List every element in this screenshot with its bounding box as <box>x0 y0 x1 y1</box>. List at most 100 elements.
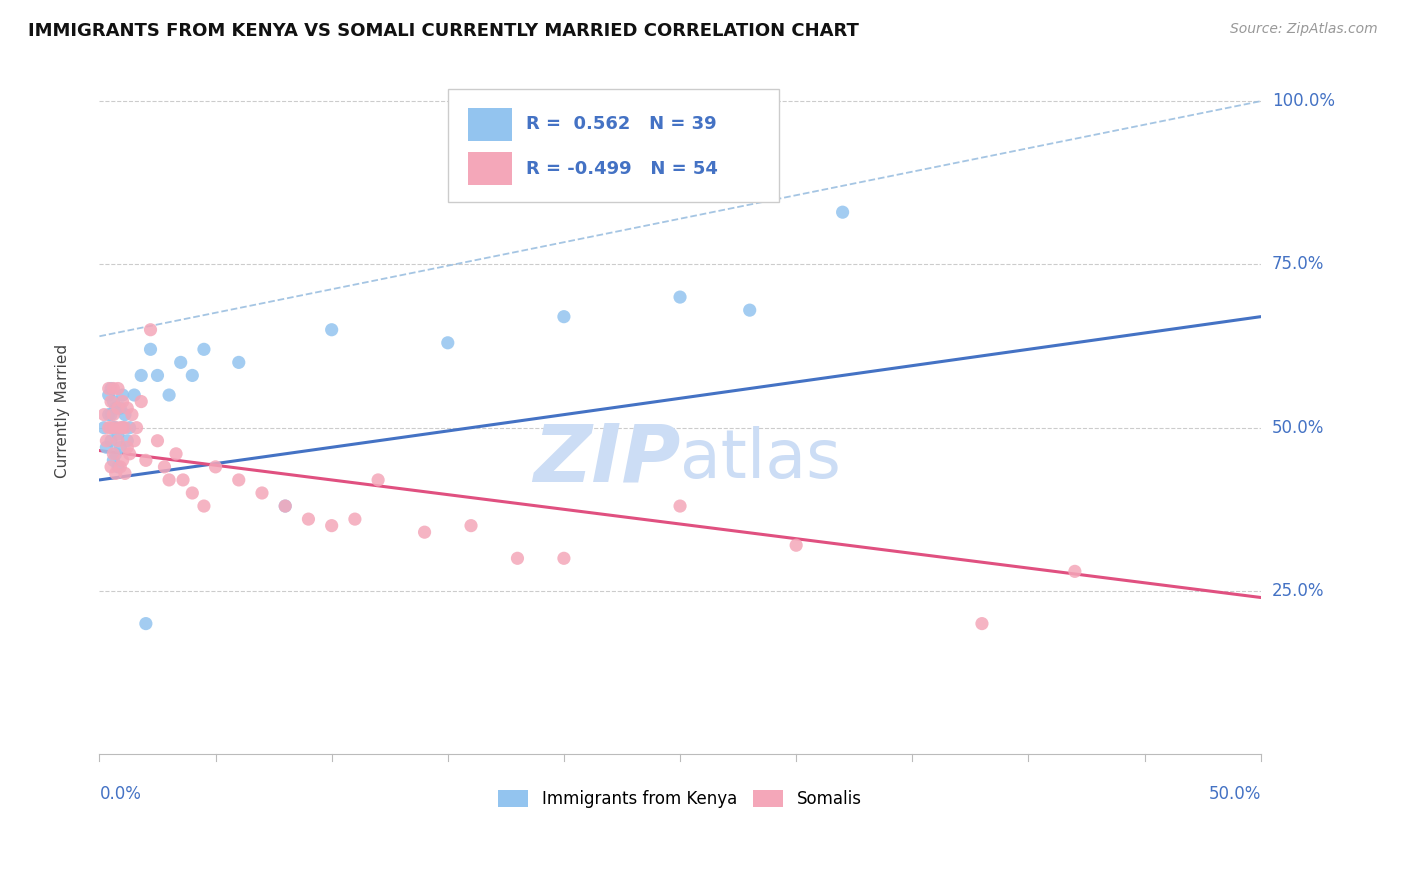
Point <box>274 499 297 513</box>
Point <box>785 538 807 552</box>
Point <box>103 382 125 396</box>
Point <box>100 459 122 474</box>
Point <box>129 368 152 383</box>
Point <box>107 382 129 396</box>
Point <box>165 447 187 461</box>
Point <box>104 401 127 416</box>
Point <box>181 368 204 383</box>
Point <box>111 394 134 409</box>
Point <box>104 420 127 434</box>
Point <box>506 551 529 566</box>
Point <box>100 382 122 396</box>
Point <box>118 447 141 461</box>
Text: atlas: atlas <box>681 426 841 492</box>
Point <box>103 453 125 467</box>
Point <box>104 420 127 434</box>
Point <box>193 499 215 513</box>
Point <box>553 551 575 566</box>
Point <box>117 434 139 448</box>
Text: Currently Married: Currently Married <box>55 344 70 478</box>
Point <box>321 518 343 533</box>
Point <box>114 467 136 481</box>
Point <box>122 388 145 402</box>
Point <box>129 394 152 409</box>
Point <box>103 394 125 409</box>
Point <box>110 459 132 474</box>
Text: ZIP: ZIP <box>533 420 681 499</box>
Point <box>669 499 692 513</box>
Point <box>117 401 139 416</box>
FancyBboxPatch shape <box>468 108 512 141</box>
FancyBboxPatch shape <box>468 153 512 185</box>
Point <box>97 408 120 422</box>
Point <box>114 420 136 434</box>
Point <box>104 447 127 461</box>
Point <box>970 616 993 631</box>
Point <box>204 459 226 474</box>
Text: 25.0%: 25.0% <box>1272 582 1324 600</box>
Point <box>100 394 122 409</box>
Point <box>157 473 180 487</box>
Point <box>97 420 120 434</box>
Point <box>460 518 482 533</box>
Point <box>122 434 145 448</box>
Point <box>157 388 180 402</box>
Text: IMMIGRANTS FROM KENYA VS SOMALI CURRENTLY MARRIED CORRELATION CHART: IMMIGRANTS FROM KENYA VS SOMALI CURRENTL… <box>28 22 859 40</box>
Point <box>135 616 157 631</box>
Point <box>111 388 134 402</box>
Point <box>104 467 127 481</box>
Point <box>114 408 136 422</box>
Point <box>436 335 458 350</box>
Point <box>100 420 122 434</box>
Point <box>107 427 129 442</box>
Point <box>139 343 162 357</box>
Point <box>96 434 118 448</box>
Point <box>228 473 250 487</box>
Point <box>228 355 250 369</box>
Point <box>181 486 204 500</box>
Point <box>118 420 141 434</box>
Point <box>111 453 134 467</box>
Text: 50.0%: 50.0% <box>1208 785 1261 803</box>
Point <box>96 440 118 454</box>
Text: 50.0%: 50.0% <box>1272 418 1324 437</box>
Text: R = -0.499   N = 54: R = -0.499 N = 54 <box>526 160 717 178</box>
Point <box>153 459 176 474</box>
Point <box>93 420 115 434</box>
Text: 100.0%: 100.0% <box>1272 92 1334 111</box>
Legend: Immigrants from Kenya, Somalis: Immigrants from Kenya, Somalis <box>492 783 869 814</box>
Text: Source: ZipAtlas.com: Source: ZipAtlas.com <box>1230 22 1378 37</box>
FancyBboxPatch shape <box>447 89 779 202</box>
Point <box>107 459 129 474</box>
Point <box>669 290 692 304</box>
Point <box>193 343 215 357</box>
Text: 0.0%: 0.0% <box>100 785 141 803</box>
Point <box>146 434 169 448</box>
Point <box>297 512 319 526</box>
Point <box>121 408 143 422</box>
Point <box>93 408 115 422</box>
Point <box>135 453 157 467</box>
Point <box>738 303 761 318</box>
Point <box>100 434 122 448</box>
Point <box>110 401 132 416</box>
Point <box>1063 565 1085 579</box>
Point <box>117 440 139 454</box>
Point <box>111 420 134 434</box>
Point <box>139 323 162 337</box>
Point <box>831 205 853 219</box>
Point <box>110 440 132 454</box>
Text: 75.0%: 75.0% <box>1272 255 1324 274</box>
Point <box>110 420 132 434</box>
Point <box>107 434 129 448</box>
Text: R =  0.562   N = 39: R = 0.562 N = 39 <box>526 115 716 133</box>
Point <box>413 525 436 540</box>
Point <box>553 310 575 324</box>
Point <box>103 408 125 422</box>
Point <box>97 382 120 396</box>
Point <box>343 512 366 526</box>
Point <box>100 408 122 422</box>
Point <box>146 368 169 383</box>
Point <box>111 420 134 434</box>
Point <box>367 473 389 487</box>
